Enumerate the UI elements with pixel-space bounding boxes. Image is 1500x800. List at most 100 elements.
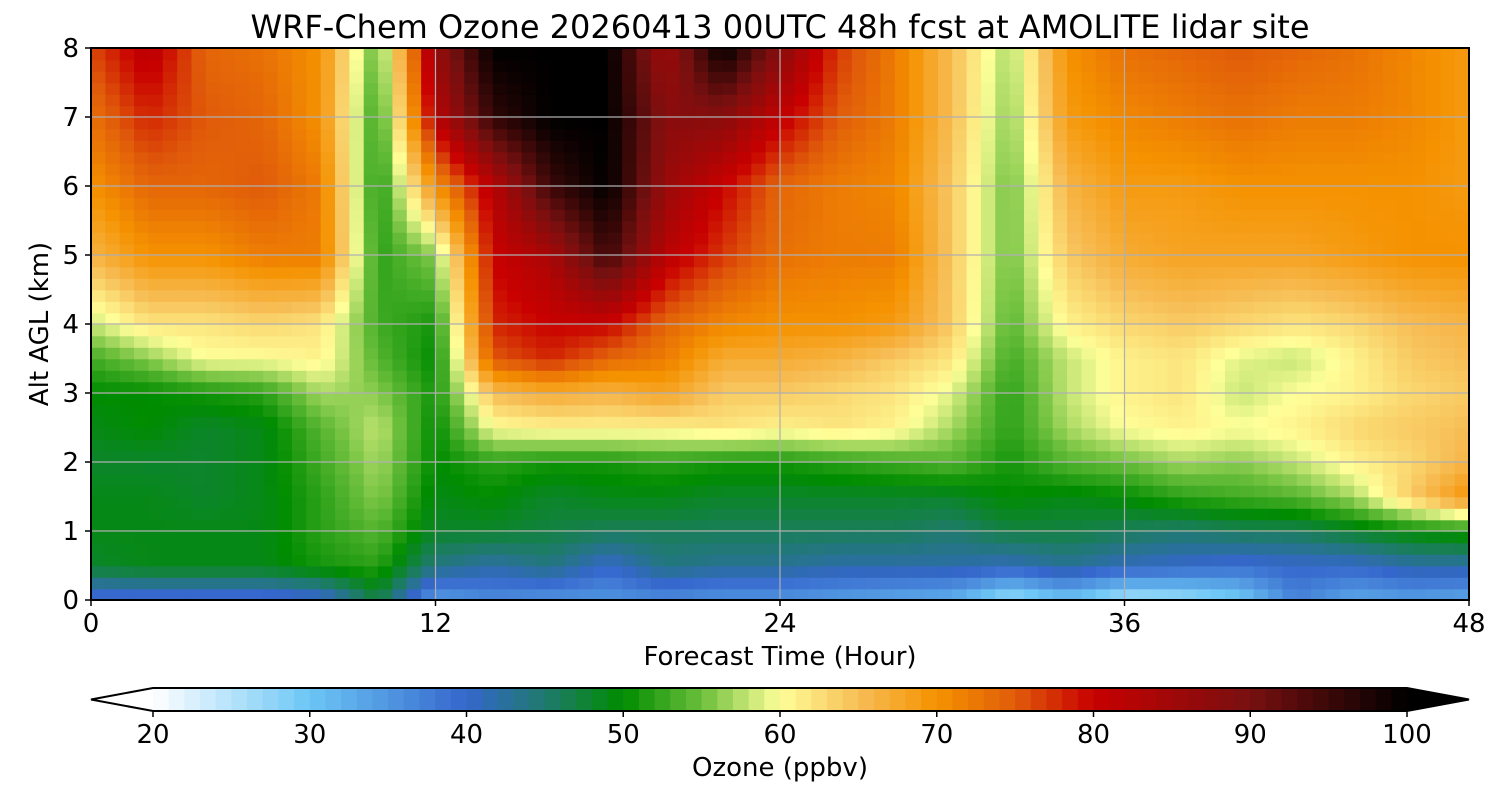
heatmap-cell	[780, 496, 796, 509]
heatmap-cell	[478, 209, 494, 222]
heatmap-cell	[406, 393, 422, 406]
heatmap-cell	[91, 370, 107, 383]
heatmap-cell	[1268, 577, 1284, 590]
heatmap-cell	[177, 473, 193, 486]
heatmap-cell	[1411, 243, 1427, 256]
heatmap-cell	[1239, 117, 1255, 130]
heatmap-cell	[449, 243, 465, 256]
heatmap-cell	[593, 232, 609, 245]
heatmap-cell	[722, 462, 738, 475]
heatmap-cell	[406, 243, 422, 256]
heatmap-cell	[1210, 209, 1226, 222]
heatmap-cell	[607, 508, 623, 521]
heatmap-cell	[1454, 508, 1469, 521]
heatmap-cell	[1311, 220, 1327, 233]
heatmap-cell	[1253, 519, 1269, 532]
heatmap-cell	[1196, 82, 1212, 95]
heatmap-cell	[464, 128, 480, 141]
heatmap-cell	[1009, 289, 1025, 302]
heatmap-cell	[765, 404, 781, 417]
heatmap-cell	[851, 151, 867, 164]
heatmap-cell	[91, 393, 107, 406]
heatmap-cell	[306, 542, 322, 555]
heatmap-cell	[205, 197, 221, 210]
heatmap-cell	[607, 163, 623, 176]
heatmap-cell	[765, 324, 781, 337]
heatmap-cell	[693, 462, 710, 475]
heatmap-cell	[521, 370, 537, 383]
heatmap-cell	[1382, 347, 1399, 360]
heatmap-cell	[665, 404, 681, 417]
heatmap-cell	[679, 370, 695, 383]
heatmap-cell	[535, 128, 552, 141]
heatmap-cell	[392, 48, 408, 61]
heatmap-cell	[119, 485, 135, 498]
heatmap-cell	[492, 370, 509, 383]
heatmap-cell	[880, 508, 896, 521]
heatmap-cell	[1239, 335, 1255, 348]
heatmap-cell	[1009, 94, 1025, 107]
heatmap-cell	[1052, 588, 1068, 600]
heatmap-cell	[894, 105, 910, 118]
heatmap-cell	[980, 105, 997, 118]
heatmap-cell	[722, 577, 738, 590]
heatmap-cell	[435, 220, 451, 233]
heatmap-cell	[191, 404, 207, 417]
heatmap-cell	[248, 197, 265, 210]
heatmap-cell	[220, 542, 236, 555]
heatmap-cell	[335, 565, 351, 578]
heatmap-cell	[1253, 301, 1269, 314]
heatmap-cell	[1124, 577, 1140, 590]
heatmap-cell	[1224, 439, 1241, 452]
heatmap-cell	[1368, 335, 1384, 348]
heatmap-cell	[1153, 105, 1169, 118]
heatmap-cell	[205, 519, 221, 532]
heatmap-cell	[866, 496, 882, 509]
heatmap-cell	[593, 255, 609, 268]
heatmap-cell	[1181, 542, 1198, 555]
heatmap-cell	[1253, 347, 1269, 360]
heatmap-cell	[277, 508, 293, 521]
heatmap-cell	[248, 59, 265, 72]
heatmap-cell	[535, 151, 552, 164]
heatmap-cell	[593, 485, 609, 498]
heatmap-cell	[248, 278, 265, 291]
heatmap-cell	[794, 381, 810, 394]
heatmap-cell	[1296, 48, 1312, 61]
heatmap-cell	[736, 473, 753, 486]
heatmap-cell	[1024, 450, 1040, 463]
heatmap-cell	[392, 220, 408, 233]
heatmap-cell	[607, 335, 623, 348]
heatmap-cell	[1024, 393, 1040, 406]
heatmap-cell	[1167, 128, 1183, 141]
heatmap-cell	[349, 209, 365, 222]
heatmap-cell	[1325, 140, 1341, 153]
heatmap-cell	[507, 117, 523, 130]
heatmap-cell	[1440, 427, 1456, 440]
heatmap-cell	[248, 404, 265, 417]
heatmap-cell	[392, 531, 408, 544]
heatmap-cell	[162, 220, 178, 233]
heatmap-cell	[1181, 358, 1198, 371]
heatmap-cell	[277, 48, 293, 61]
heatmap-cell	[751, 255, 767, 268]
heatmap-cell	[837, 393, 853, 406]
heatmap-cell	[320, 416, 336, 429]
heatmap-cell	[1311, 163, 1327, 176]
heatmap-cell	[1167, 278, 1183, 291]
heatmap-cell	[378, 59, 394, 72]
heatmap-cell	[1325, 163, 1341, 176]
heatmap-cell	[937, 531, 954, 544]
heatmap-cell	[234, 174, 250, 187]
heatmap-cell	[622, 404, 638, 417]
heatmap-cell	[650, 312, 666, 325]
heatmap-cell	[1440, 59, 1456, 72]
heatmap-cell	[349, 324, 365, 337]
heatmap-cell	[320, 519, 336, 532]
heatmap-cell	[1397, 473, 1413, 486]
heatmap-cell	[780, 370, 796, 383]
heatmap-cell	[837, 59, 853, 72]
heatmap-cell	[607, 347, 623, 360]
heatmap-cell	[966, 450, 982, 463]
heatmap-cell	[550, 71, 566, 84]
